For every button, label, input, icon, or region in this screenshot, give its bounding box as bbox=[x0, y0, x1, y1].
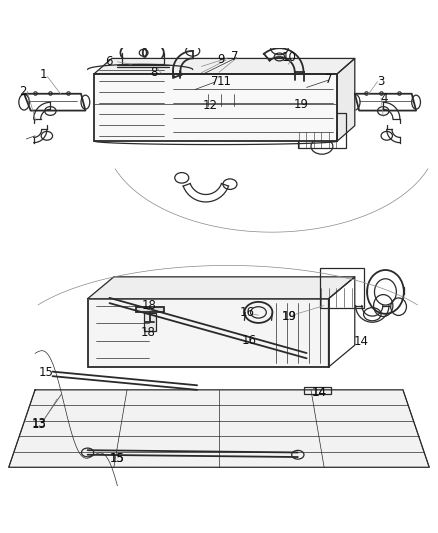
Bar bbox=[204, 80, 243, 107]
Text: 15: 15 bbox=[39, 366, 53, 378]
Text: 13: 13 bbox=[32, 417, 47, 431]
Text: 18: 18 bbox=[141, 299, 156, 312]
Polygon shape bbox=[9, 390, 429, 467]
Text: 13: 13 bbox=[32, 417, 47, 430]
Text: 4: 4 bbox=[381, 92, 389, 105]
Text: 16: 16 bbox=[242, 334, 257, 346]
Bar bbox=[136, 307, 164, 312]
Polygon shape bbox=[94, 59, 355, 74]
Text: 14: 14 bbox=[354, 335, 369, 348]
Polygon shape bbox=[88, 277, 355, 298]
Bar bbox=[144, 313, 156, 330]
Text: 14: 14 bbox=[311, 386, 326, 399]
Bar bbox=[304, 386, 331, 394]
Text: 15: 15 bbox=[110, 451, 125, 465]
Bar bbox=[320, 269, 364, 308]
Text: 7: 7 bbox=[231, 51, 239, 63]
Text: 14: 14 bbox=[311, 385, 326, 399]
Text: 15: 15 bbox=[110, 452, 125, 465]
Text: 10: 10 bbox=[282, 51, 297, 64]
Text: 19: 19 bbox=[294, 98, 309, 111]
Bar bbox=[94, 74, 337, 141]
Text: 19: 19 bbox=[282, 310, 297, 324]
Text: 7: 7 bbox=[325, 73, 332, 86]
Text: 2: 2 bbox=[19, 85, 27, 98]
Text: 8: 8 bbox=[151, 66, 158, 79]
Text: 3: 3 bbox=[378, 75, 385, 87]
Text: 6: 6 bbox=[105, 55, 113, 68]
Text: 16: 16 bbox=[240, 306, 255, 319]
Text: 9: 9 bbox=[217, 53, 225, 66]
Text: 19: 19 bbox=[282, 310, 297, 323]
Text: 1: 1 bbox=[40, 68, 48, 82]
Text: 12: 12 bbox=[203, 100, 218, 112]
Bar bbox=[298, 114, 346, 148]
Text: 11: 11 bbox=[217, 75, 232, 88]
Text: 18: 18 bbox=[141, 326, 155, 339]
Bar bbox=[88, 298, 328, 367]
Polygon shape bbox=[337, 59, 355, 141]
Text: 7: 7 bbox=[211, 75, 219, 87]
